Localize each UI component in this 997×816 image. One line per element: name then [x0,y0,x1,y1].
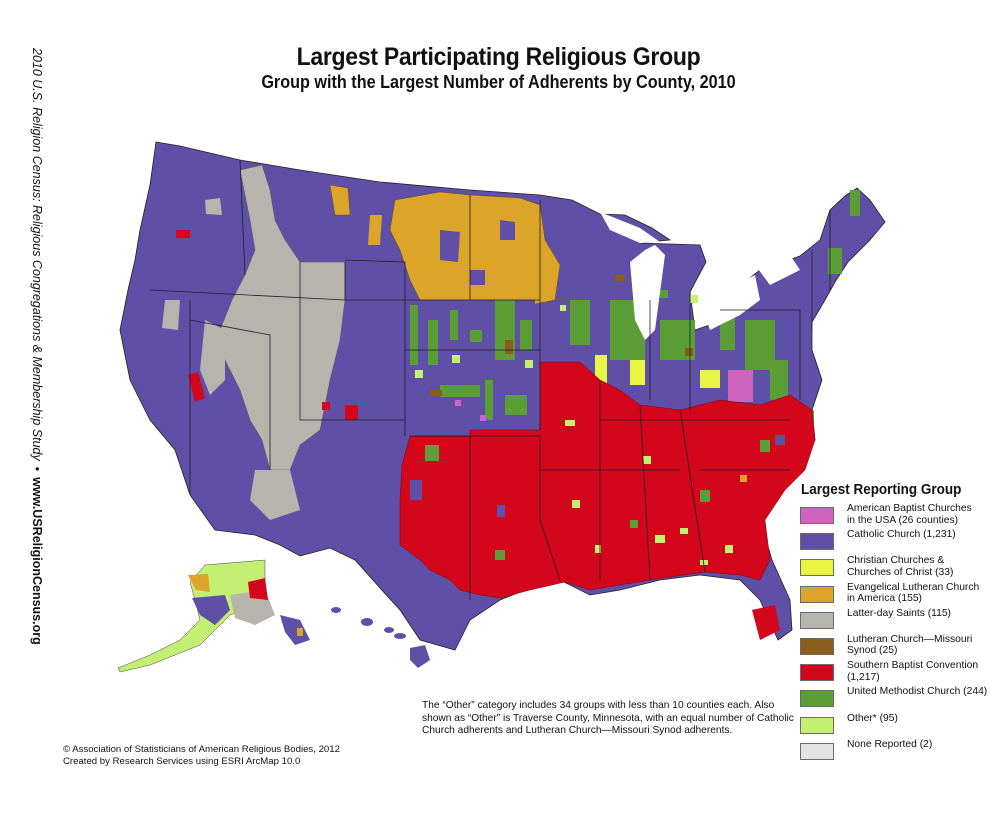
lds-region-nv [200,320,225,395]
legend-item-elca: Evangelical Lutheran Church in America (… [800,582,995,608]
lds-region-or [162,300,180,330]
swatch-sbc [800,664,834,682]
sbc-or [176,230,190,238]
legend-item-lcms: Lutheran Church—Missouri Synod (25) [800,634,995,660]
map-title: Largest Participating Religious Group [296,43,701,71]
legend-label: American Baptist Churches in the USA (26… [847,503,972,526]
swatch-christian-churches [800,559,834,577]
legend-label: Latter-day Saints (115) [847,607,951,619]
legend-item-umc: United Methodist Church (244) [800,686,995,712]
legend-label: Christian Churches & Churches of Christ … [847,555,954,578]
swatch-other [800,716,834,734]
legend-label: Evangelical Lutheran Church in America (… [847,581,980,605]
sbc-florida [752,605,780,640]
credits: © Association of Statisticians of Americ… [63,744,340,768]
legend-item-american-baptist: American Baptist Churches in the USA (26… [800,503,995,529]
map-subtitle: Group with the Largest Number of Adheren… [261,72,736,92]
created-by-line: Created by Research Services using ESRI … [63,756,301,767]
swatch-american-baptist [800,507,834,524]
swatch-elca [800,585,834,603]
swatch-lds [800,611,834,629]
maine-methodist [850,190,860,216]
legend-item-other: Other* (95) [800,713,995,739]
swatch-lcms [800,637,834,655]
swatch-catholic [800,533,834,551]
sbc-nv [188,372,205,402]
legend-item-christian-churches: Christian Churches & Churches of Christ … [800,555,995,581]
legend-label: Other* (95) [847,712,898,724]
legend-item-lds: Latter-day Saints (115) [800,608,995,634]
other-category-note: The “Other” category includes 34 groups … [422,700,794,736]
central-plains-mixed [405,248,842,442]
hawaii [331,607,430,668]
map-legend: Largest Reporting Group American Baptist… [800,482,995,765]
swatch-umc [800,690,834,708]
alaska [117,559,310,673]
legend-item-catholic: Catholic Church (1,231) [800,529,995,555]
swatch-none [800,742,834,760]
catholic-islands [440,220,515,285]
sbc-nm [322,402,358,420]
south-scattered [410,420,785,565]
legend-label: Lutheran Church—Missouri Synod (25) [847,633,973,657]
state-boundaries [149,159,831,600]
legend-label: Southern Baptist Convention (1,217) [847,660,979,683]
legend-item-none: None Reported (2) [800,739,995,765]
lds-region-wa [205,198,222,215]
lds-region [219,164,346,471]
great-lakes [600,212,800,340]
legend-label: United Methodist Church (244) [847,686,988,698]
copyright-line: © Association of Statisticians of Americ… [63,744,340,755]
legend-label: Catholic Church (1,231) [847,529,956,541]
legend-title: Largest Reporting Group [801,482,962,498]
legend-label: None Reported (2) [847,738,933,750]
elca-region-wy [368,215,382,245]
legend-item-sbc: Southern Baptist Convention (1,217) [800,660,995,686]
lds-region-az [250,470,300,520]
